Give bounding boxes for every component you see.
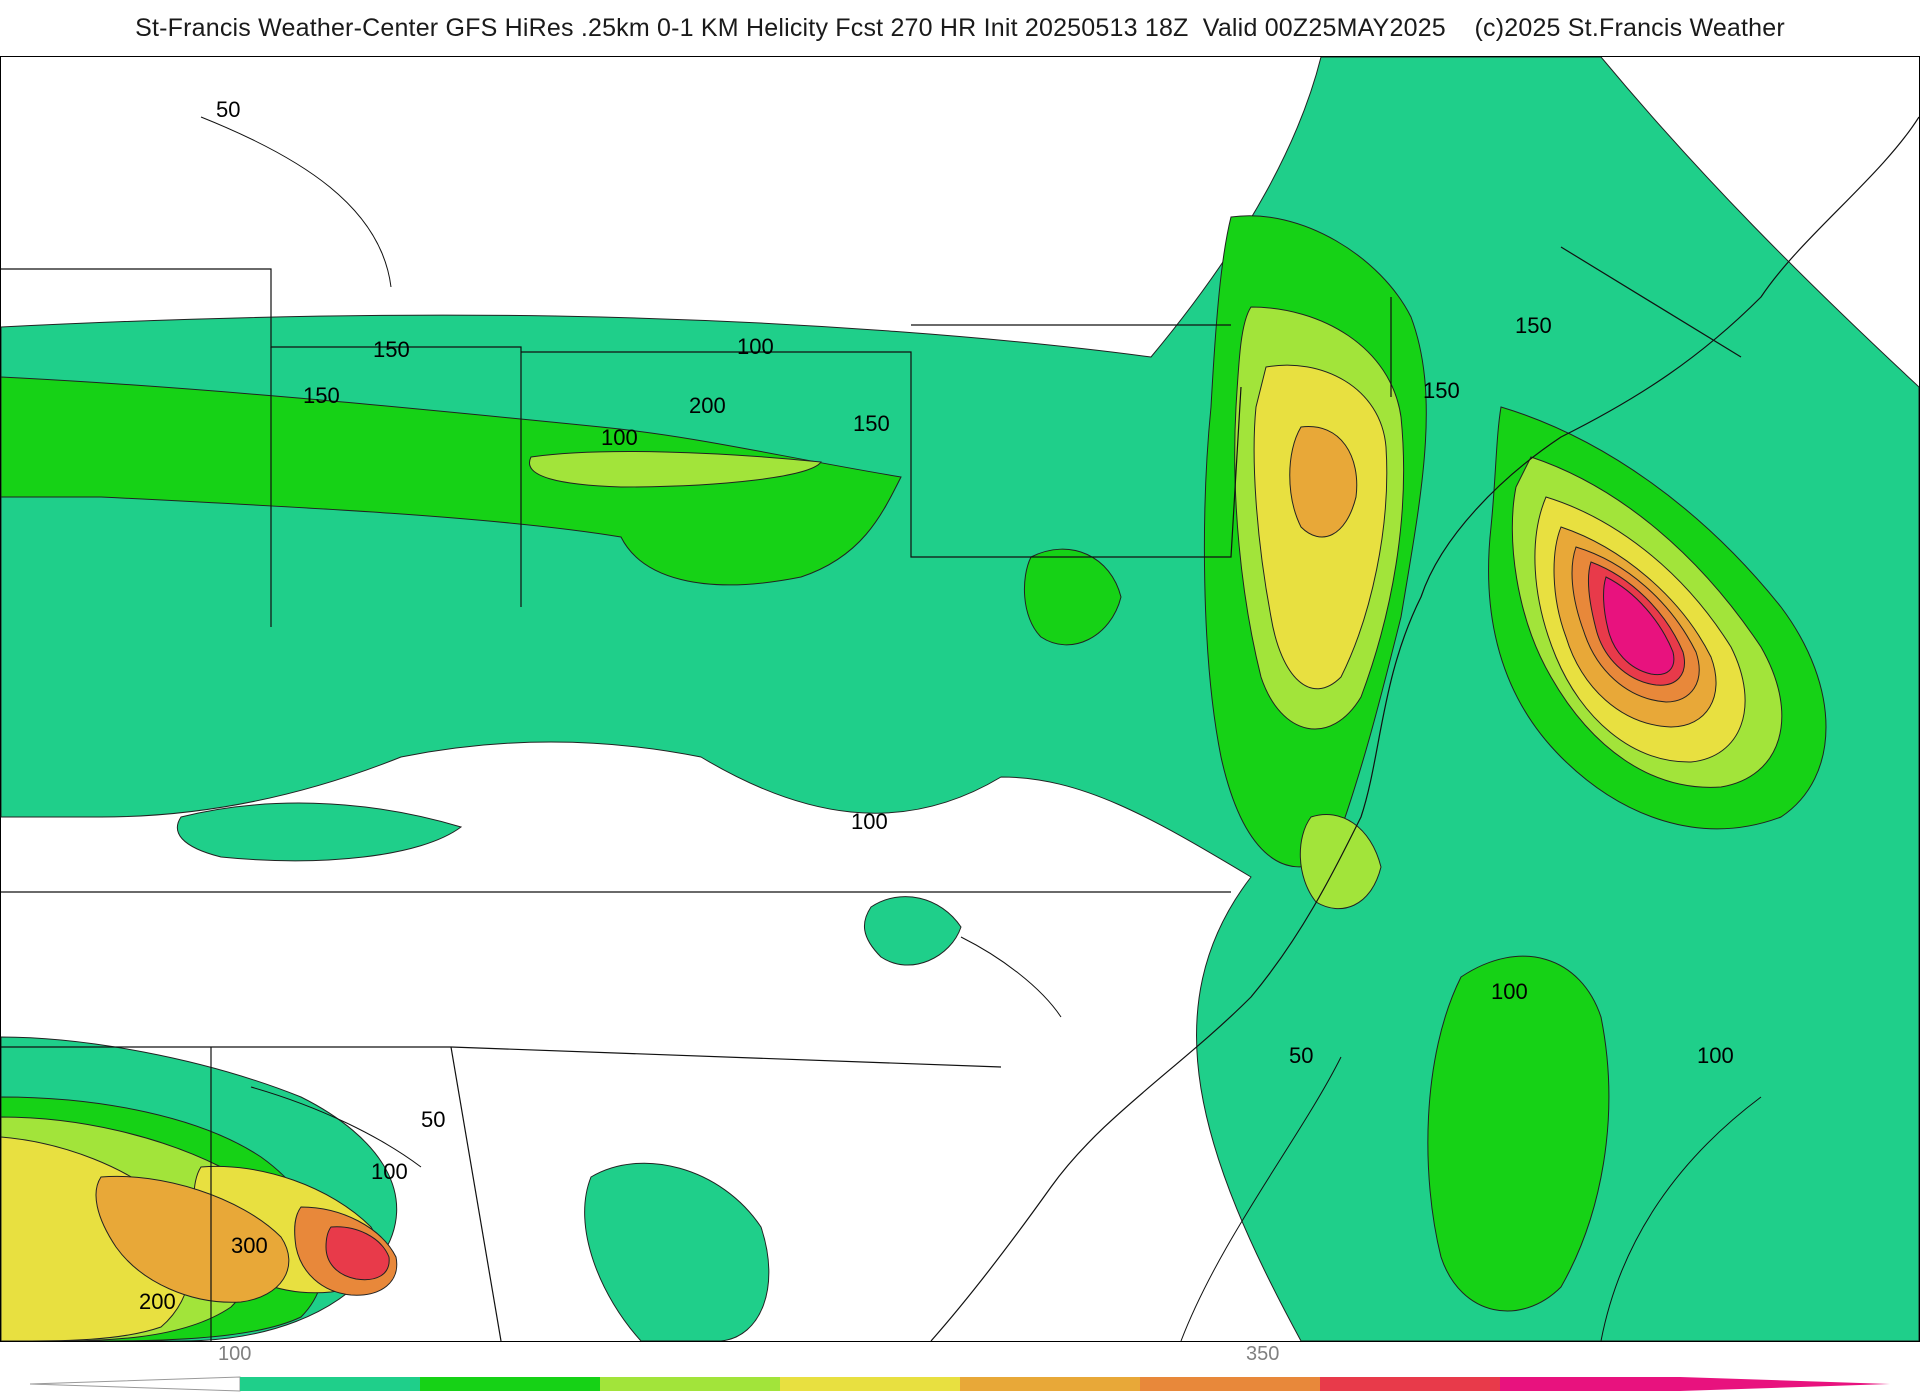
colorbar-segment bbox=[780, 1377, 961, 1391]
contour-labels: 50 150 150 100 200 150 100 150 150 100 1… bbox=[139, 97, 1734, 1314]
map-title: St-Francis Weather-Center GFS HiRes .25k… bbox=[135, 14, 1785, 42]
coastline bbox=[930, 116, 1919, 1341]
colorbar-tick-label: 350 bbox=[1246, 1343, 1280, 1365]
contour-label: 50 bbox=[1289, 1043, 1313, 1068]
colorbar-segment bbox=[960, 1377, 1141, 1391]
contour-label: 150 bbox=[853, 411, 890, 436]
helicity-map: 50 150 150 100 200 150 100 150 150 100 1… bbox=[1, 57, 1919, 1341]
contour-label: 100 bbox=[371, 1159, 408, 1184]
contour-label: 200 bbox=[139, 1289, 176, 1314]
contour-lines bbox=[200, 116, 1762, 1341]
colorbar-segment bbox=[1320, 1377, 1501, 1391]
colorbar-left-arrow bbox=[30, 1376, 241, 1392]
colorbar-segment bbox=[1500, 1377, 1681, 1391]
helicity-shade-450 bbox=[1603, 576, 1675, 676]
contour-label: 100 bbox=[851, 809, 888, 834]
contour-label: 100 bbox=[737, 334, 774, 359]
colorbar-segments bbox=[240, 1377, 1681, 1391]
contour-label: 50 bbox=[216, 97, 240, 122]
colorbar-segment bbox=[240, 1377, 421, 1391]
contour-label: 100 bbox=[1491, 979, 1528, 1004]
contour-label: 200 bbox=[689, 393, 726, 418]
map-panel: 50 150 150 100 200 150 100 150 150 100 1… bbox=[0, 56, 1920, 1342]
colorbar-tick-label: 100 bbox=[218, 1343, 252, 1365]
colorbar-segment bbox=[1140, 1377, 1321, 1391]
contour-label: 100 bbox=[1697, 1043, 1734, 1068]
state-borders bbox=[1, 246, 1742, 1341]
contour-label: 150 bbox=[1515, 313, 1552, 338]
contour-label: 50 bbox=[421, 1107, 445, 1132]
colorbar-segment bbox=[600, 1377, 781, 1391]
colorbar bbox=[30, 1376, 1890, 1392]
colorbar-segment bbox=[420, 1377, 601, 1391]
contour-label: 300 bbox=[231, 1233, 268, 1258]
contour-label: 150 bbox=[373, 337, 410, 362]
contour-label: 150 bbox=[303, 383, 340, 408]
colorbar-right-arrow bbox=[1680, 1377, 1890, 1391]
contour-label: 150 bbox=[1423, 378, 1460, 403]
contour-label: 100 bbox=[601, 425, 638, 450]
